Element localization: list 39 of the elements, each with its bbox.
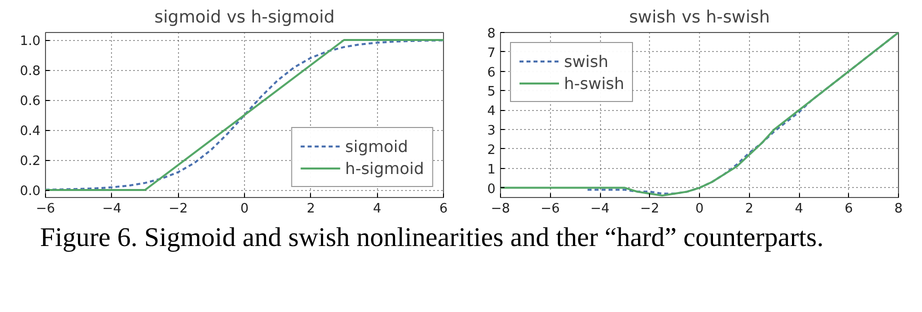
x-tick-label: −6 (36, 202, 56, 216)
y-tick-label: 1.0 (20, 34, 41, 49)
x-tick-label: −4 (102, 202, 122, 216)
y-tick-label: 0 (487, 182, 496, 197)
legend-label: h-sigmoid (345, 158, 424, 178)
legend-label: sigmoid (345, 136, 408, 156)
x-tick-label: 4 (794, 202, 804, 216)
y-tick-label: 0.4 (20, 124, 41, 139)
x-tick-label: 2 (745, 202, 754, 216)
line-series (500, 32, 898, 197)
x-tick-label: −4 (590, 202, 610, 216)
y-tick-label: 6 (487, 65, 496, 80)
x-tick-label: 0 (695, 202, 704, 216)
x-tick-label: 6 (439, 202, 448, 216)
chart-title: swish vs h-swish (629, 8, 770, 28)
x-tick-label: −6 (540, 202, 560, 216)
y-tick-label: 7 (487, 46, 496, 61)
y-tick-label: 3 (487, 124, 496, 139)
y-tick-label: 2 (487, 142, 496, 158)
y-tick-label: 0.2 (20, 154, 41, 169)
y-tick-label: 1 (487, 162, 496, 178)
x-tick-label: −8 (490, 202, 510, 216)
y-tick-label: 8 (487, 26, 496, 42)
x-tick-label: −2 (168, 202, 188, 216)
y-tick-label: 5 (487, 84, 496, 100)
x-tick-label: 6 (844, 202, 853, 216)
x-tick-label: 8 (894, 202, 903, 216)
legend-label: swish (564, 52, 608, 70)
y-tick-label: 0.0 (20, 184, 41, 199)
y-tick-label: 4 (487, 104, 496, 120)
chart-title: sigmoid vs h-sigmoid (154, 8, 335, 28)
x-tick-label: 2 (306, 202, 315, 216)
x-tick-label: 0 (240, 202, 249, 216)
x-tick-label: −2 (640, 202, 660, 216)
y-tick-label: 0.6 (20, 94, 41, 109)
x-tick-label: 4 (373, 202, 382, 216)
caption: Figure 6. Sigmoid and swish nonlinearities and ther “hard” counterparts. (40, 221, 824, 254)
legend-label: h-swish (564, 74, 624, 92)
y-tick-label: 0.8 (20, 64, 41, 79)
